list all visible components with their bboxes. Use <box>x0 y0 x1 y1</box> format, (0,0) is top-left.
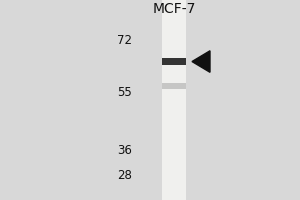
Text: 36: 36 <box>117 144 132 157</box>
Text: 28: 28 <box>117 169 132 182</box>
Text: 55: 55 <box>117 86 132 99</box>
Text: MCF-7: MCF-7 <box>152 2 196 16</box>
Bar <box>162 58 186 65</box>
Text: 72: 72 <box>117 33 132 46</box>
Bar <box>162 0 186 200</box>
Bar <box>162 83 186 89</box>
Polygon shape <box>192 51 210 72</box>
